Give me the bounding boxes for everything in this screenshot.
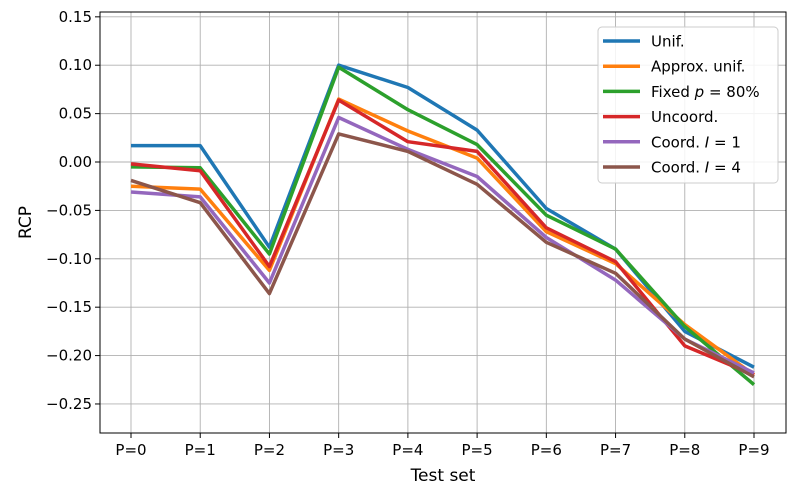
legend-label: Coord. I = 1 bbox=[651, 133, 741, 151]
legend-label-part: Approx. unif. bbox=[651, 58, 745, 76]
y-axis-title: RCP bbox=[16, 206, 36, 239]
legend-label: Uncoord. bbox=[651, 108, 718, 126]
legend-label-part: Uncoord. bbox=[651, 108, 718, 126]
x-axis-title: Test set bbox=[410, 466, 476, 486]
legend-box bbox=[597, 26, 779, 184]
legend-item: Approx. unif. bbox=[603, 58, 745, 76]
legend-item: Coord. I = 1 bbox=[603, 133, 741, 151]
legend-label-part: = 4 bbox=[709, 159, 741, 177]
series-layer bbox=[130, 63, 756, 386]
x-tick-label: P=9 bbox=[738, 441, 769, 459]
y-tick-label: −0.05 bbox=[46, 201, 92, 219]
x-tick-label: P=1 bbox=[185, 441, 216, 459]
legend-label-part: Coord. bbox=[651, 159, 705, 177]
x-tick-label: P=8 bbox=[669, 441, 700, 459]
y-tick-label: −0.15 bbox=[46, 298, 92, 316]
series-line-5 bbox=[130, 115, 755, 375]
series-line-6 bbox=[130, 132, 755, 379]
y-tick-label: −0.20 bbox=[46, 347, 92, 365]
legend-label-part: = 1 bbox=[709, 133, 741, 151]
legend-label-part: Fixed bbox=[651, 83, 695, 101]
legend-label: Coord. I = 4 bbox=[651, 159, 741, 177]
legend-label-part: = 80% bbox=[704, 83, 759, 101]
x-tick-label: P=4 bbox=[392, 441, 423, 459]
legend-item: Fixed p = 80% bbox=[603, 83, 760, 101]
x-axis: P=0 P=1 P=2 P=3 P=4 P=5 P=6 P=7 P=8 P=9 bbox=[115, 433, 770, 459]
x-tick-label: P=3 bbox=[323, 441, 354, 459]
legend-label: Approx. unif. bbox=[651, 58, 745, 76]
y-tick-label: −0.25 bbox=[46, 395, 92, 413]
legend-label-part: I bbox=[705, 159, 710, 177]
x-tick-label: P=6 bbox=[531, 441, 562, 459]
y-tick-label: 0.10 bbox=[59, 56, 92, 74]
legend-item: Unif. bbox=[603, 33, 685, 51]
y-tick-label: 0.15 bbox=[59, 8, 92, 26]
legend-label-part: Coord. bbox=[651, 133, 705, 151]
x-tick-label: P=7 bbox=[600, 441, 631, 459]
legend-label: Fixed p = 80% bbox=[651, 83, 760, 101]
x-tick-label: P=5 bbox=[462, 441, 493, 459]
series-line-2 bbox=[130, 97, 756, 377]
plot-frame bbox=[99, 11, 787, 434]
series-line-3 bbox=[130, 65, 756, 386]
y-tick-label: 0.00 bbox=[59, 153, 92, 171]
legend-label-part: I bbox=[705, 133, 710, 151]
legend: Unif. Approx. unif. Fixed p = 80% Uncoord. C… bbox=[597, 26, 779, 184]
legend-item: Uncoord. bbox=[603, 108, 718, 126]
legend-label-part: Unif. bbox=[651, 33, 685, 51]
legend-label-part: p bbox=[694, 83, 705, 101]
y-tick-label: 0.05 bbox=[59, 105, 92, 123]
y-axis: −0.25 −0.20 −0.15 −0.10 −0.05 0.00 0.05 0.10 0.1… bbox=[46, 8, 100, 413]
legend-item: Coord. I = 4 bbox=[603, 159, 741, 177]
x-tick-label: P=2 bbox=[254, 441, 285, 459]
x-tick-label: P=0 bbox=[115, 441, 146, 459]
y-tick-label: −0.10 bbox=[46, 250, 92, 268]
legend-label: Unif. bbox=[651, 33, 685, 51]
